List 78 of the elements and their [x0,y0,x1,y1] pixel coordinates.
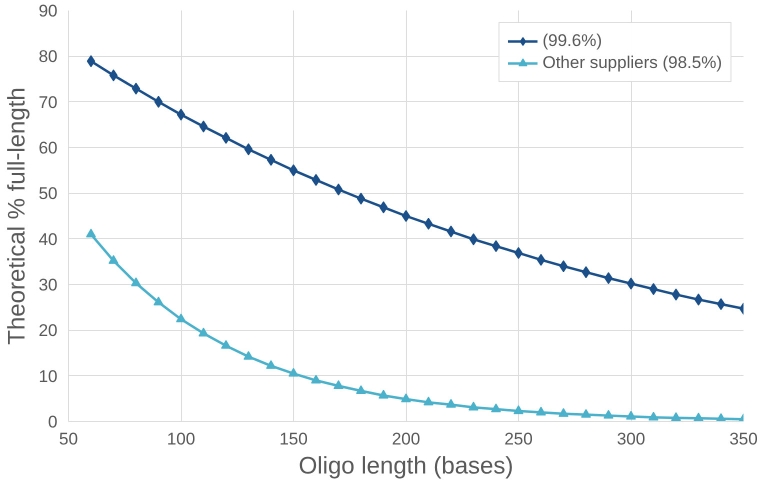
point [694,412,704,422]
point [244,350,254,360]
point [648,412,658,420]
point [222,132,230,144]
point [492,240,500,252]
point [132,82,140,95]
y-tick-label: 40 [38,230,58,249]
point [356,192,366,205]
point [312,174,320,186]
point [244,143,253,156]
point [536,406,546,416]
point [86,55,96,68]
point [401,393,411,402]
point [266,154,276,166]
point [604,410,614,419]
point [581,408,591,418]
point [311,374,321,384]
x-tick-label: 50 [59,430,78,448]
point [289,164,298,176]
point [154,96,163,108]
point [198,328,208,336]
point [716,298,726,310]
x-tick-label: 100 [166,430,196,448]
y-axis-title: Theoretical % full-length [4,87,31,345]
x-tick-label: 250 [504,430,533,448]
point [378,390,388,399]
point [446,398,456,408]
point [649,283,658,296]
point [468,402,478,410]
point [446,226,456,238]
x-tick-label: 200 [392,430,420,448]
x-axis-title: Oligo length (bases) [298,452,514,480]
point [604,272,613,284]
x-tick-label: 350 [729,430,758,448]
point [221,340,231,349]
point [379,201,388,214]
point [491,403,501,412]
point [131,277,141,286]
point [109,69,118,82]
legend-label: Other suppliers (98.5%) [542,53,722,73]
point [288,368,298,377]
point [559,260,568,272]
y-tick-label: 10 [38,366,58,386]
point [108,255,118,264]
y-tick-label: 70 [38,92,58,112]
point [86,228,96,238]
y-tick-label: 20 [38,321,58,340]
y-tick-label: 50 [38,184,58,204]
point [199,120,208,132]
point [334,184,343,196]
y-tick-label: 0 [48,412,58,432]
point [626,278,636,290]
point [424,218,433,230]
point [694,294,703,306]
point [514,405,524,414]
y-tick-label: 90 [38,2,58,20]
legend-label: (99.6%) [542,31,602,51]
point [334,380,344,389]
y-tick-label: 30 [38,276,58,294]
point [536,254,546,266]
point [558,408,568,417]
y-tick-label: 60 [38,138,58,158]
point [402,210,410,222]
point [356,385,366,394]
point [671,412,681,421]
point [424,396,434,406]
y-tick-label: 80 [38,47,58,66]
point [672,288,680,301]
point [154,296,164,306]
point [266,360,276,369]
point [626,410,636,420]
point [514,246,523,259]
point [176,314,186,322]
x-tick-label: 300 [616,430,646,448]
point [469,233,478,246]
point [176,108,186,121]
point [582,266,590,278]
x-tick-label: 150 [279,430,308,448]
